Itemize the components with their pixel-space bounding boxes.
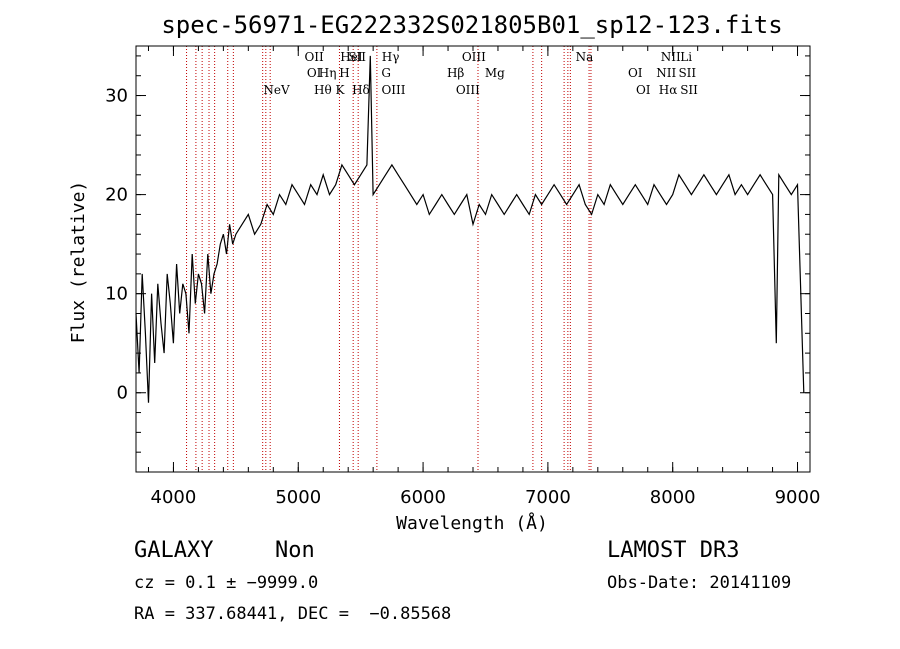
y-axis-label: Flux (relative) xyxy=(68,181,89,344)
x-tick-label-2: 6000 xyxy=(400,487,446,508)
spectral-line-label-top-5: Na xyxy=(576,50,594,64)
spectral-line-label-mid-1: Hη xyxy=(319,66,337,80)
spectral-line-label-low-7: Hα xyxy=(659,83,678,97)
y-tick-label-0: 0 xyxy=(117,383,128,404)
object-subclass: Non xyxy=(275,538,315,563)
spectral-line-label-mid-8: SII xyxy=(678,66,696,80)
spectral-line-label-top-1: HeI xyxy=(340,50,363,64)
redshift-cz: cz = 0.1 ± −9999.0 xyxy=(134,573,319,593)
spectral-line-label-low-4: OIII xyxy=(381,83,405,97)
x-axis-label: Wavelength (Å) xyxy=(396,512,548,534)
series-spectrum xyxy=(135,55,805,403)
spectral-line-label-low-2: K xyxy=(335,83,345,97)
spectral-line-label-mid-6: OI xyxy=(628,66,643,80)
spectral-line-label-mid-0: OI xyxy=(307,66,322,80)
plot-frame xyxy=(135,45,811,473)
spectral-line-label-low-3: Hδ xyxy=(352,83,370,97)
x-tick-label-5: 9000 xyxy=(775,487,821,508)
survey-name: LAMOST DR3 xyxy=(607,538,740,563)
obs-date: Obs-Date: 20141109 xyxy=(607,573,792,593)
x-tick-label-3: 7000 xyxy=(525,487,571,508)
y-tick-label-2: 20 xyxy=(105,185,128,206)
x-tick-label-4: 8000 xyxy=(650,487,696,508)
spectral-line-label-low-6: OI xyxy=(636,83,651,97)
spectral-line-label-low-1: Hθ xyxy=(314,83,332,97)
spectral-line-label-top-0: OII xyxy=(304,50,324,64)
spectral-line-label-top-3: Hγ xyxy=(382,50,400,64)
spectral-line-label-low-5: OIII xyxy=(456,83,480,97)
spectral-line-label-top-2: SII xyxy=(348,50,366,64)
spectral-line-label-mid-2: H xyxy=(339,66,349,80)
ra-dec: RA = 337.68441, DEC = −0.85568 xyxy=(134,604,452,624)
spectral-line-label-low-0: NeV xyxy=(263,83,290,97)
spectral-line-label-mid-5: Mg xyxy=(485,66,505,80)
y-tick-label-1: 10 xyxy=(105,284,128,305)
x-tick-label-0: 4000 xyxy=(151,487,197,508)
x-tick-label-1: 5000 xyxy=(275,487,321,508)
spectral-line-label-mid-4: Hβ xyxy=(447,66,464,80)
object-class: GALAXY xyxy=(134,538,214,563)
spectral-line-label-mid-7: NII xyxy=(656,66,676,80)
spectral-line-label-top-6: NII xyxy=(661,50,681,64)
spectral-line-label-mid-3: G xyxy=(381,66,391,80)
chart-title: spec-56971-EG222332S021805B01_sp12-123.f… xyxy=(161,11,782,39)
spectral-line-label-top-7: Li xyxy=(680,50,692,64)
y-tick-label-3: 30 xyxy=(105,86,128,107)
spectral-line-label-low-8: SII xyxy=(680,83,698,97)
spectral-line-label-top-4: OIII xyxy=(462,50,486,64)
